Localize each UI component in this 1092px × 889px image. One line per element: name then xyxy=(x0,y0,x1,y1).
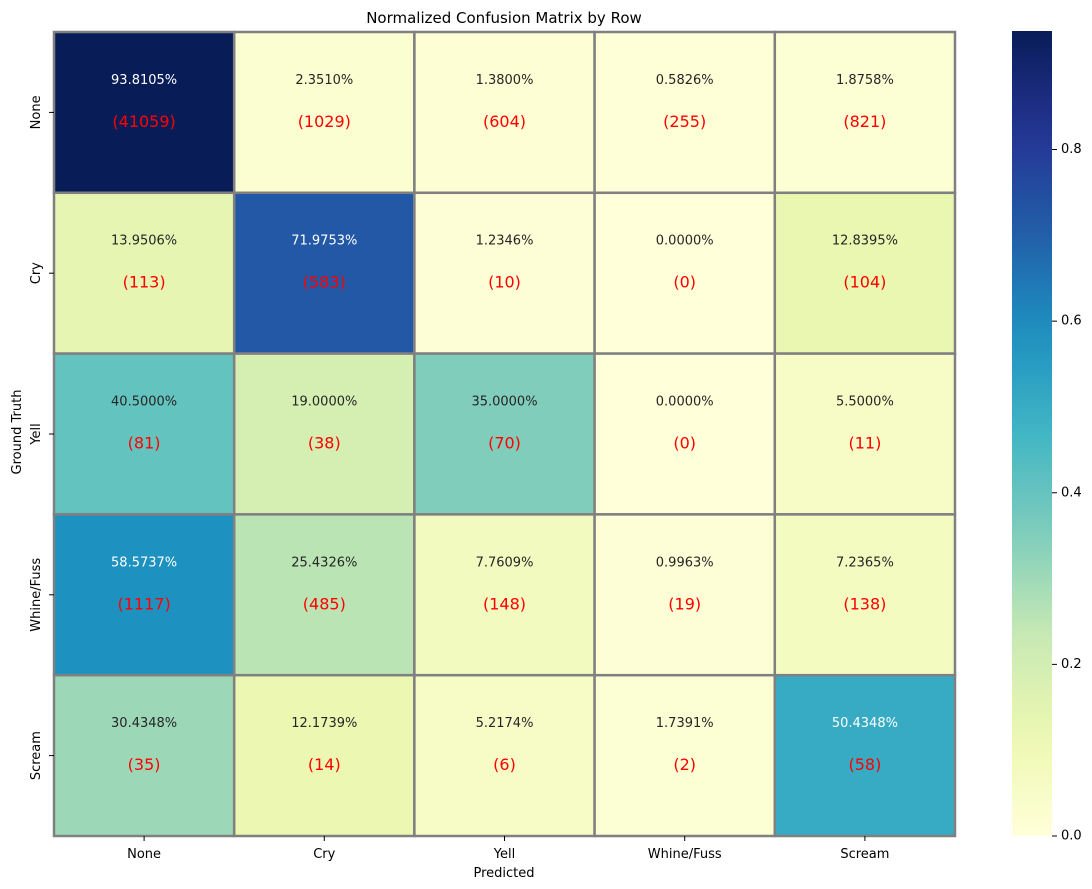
cell-count-label: (11) xyxy=(848,434,881,453)
cell-count-label: (821) xyxy=(843,112,886,131)
cell-percent-label: 58.5737% xyxy=(111,555,177,570)
cell-count-label: (138) xyxy=(843,594,886,613)
cell-percent-label: 0.9963% xyxy=(656,555,714,570)
cell-count-label: (0) xyxy=(673,434,696,453)
y-tick-label: Cry xyxy=(29,262,44,284)
cell-count-label: (35) xyxy=(128,755,161,774)
cell-percent-label: 5.5000% xyxy=(836,395,894,410)
heatmap-cell xyxy=(593,30,777,195)
cell-percent-label: 1.8758% xyxy=(836,73,894,88)
cell-count-label: (19) xyxy=(668,594,701,613)
heatmap-cell xyxy=(232,513,416,677)
colorbar-tick-label: 0.0 xyxy=(1061,829,1082,844)
cell-percent-label: 13.9506% xyxy=(111,234,177,249)
cell-count-label: (2) xyxy=(673,755,696,774)
cell-count-label: (81) xyxy=(128,434,161,453)
heatmap-cell xyxy=(593,513,777,677)
heatmap-cell xyxy=(773,673,957,838)
heatmap-cell xyxy=(232,30,416,195)
colorbar-tick-label: 0.8 xyxy=(1061,142,1082,157)
cell-count-label: (113) xyxy=(123,273,166,292)
cell-percent-label: 19.0000% xyxy=(291,395,357,410)
heatmap-cell xyxy=(413,30,596,195)
x-tick-label: Scream xyxy=(840,847,889,862)
y-tick-label: None xyxy=(29,95,44,129)
cell-percent-label: 0.0000% xyxy=(656,234,714,249)
cell-percent-label: 1.7391% xyxy=(656,716,714,731)
chart-title: Normalized Confusion Matrix by Row xyxy=(366,9,642,27)
heatmap-cell xyxy=(773,191,957,355)
cell-percent-label: 12.1739% xyxy=(291,716,357,731)
y-tick-label: Scream xyxy=(29,731,44,780)
heatmap-cell xyxy=(52,673,236,838)
heatmap-cell xyxy=(232,352,416,516)
x-tick-label: Cry xyxy=(313,847,335,862)
cell-count-label: (1117) xyxy=(117,594,170,613)
cell-percent-label: 1.3800% xyxy=(476,73,534,88)
x-tick-label: None xyxy=(127,847,161,862)
heatmap-cell xyxy=(413,513,596,677)
heatmap-cell xyxy=(232,673,416,838)
cell-count-label: (1029) xyxy=(298,112,351,131)
colorbar xyxy=(1012,31,1052,836)
cell-percent-label: 7.2365% xyxy=(836,555,894,570)
cell-count-label: (148) xyxy=(483,594,526,613)
cell-count-label: (255) xyxy=(663,112,706,131)
cell-count-label: (70) xyxy=(488,434,521,453)
cell-count-label: (6) xyxy=(493,755,516,774)
cell-count-label: (604) xyxy=(483,112,526,131)
x-tick-label: Yell xyxy=(493,847,515,862)
heatmap-cell xyxy=(52,191,236,355)
heatmap-cell xyxy=(773,352,957,516)
heatmap-cell xyxy=(52,30,236,195)
cell-percent-label: 5.2174% xyxy=(476,716,534,731)
cell-percent-label: 2.3510% xyxy=(295,73,353,88)
cell-count-label: (58) xyxy=(848,755,881,774)
cell-count-label: (41059) xyxy=(112,112,175,131)
heatmap-cell xyxy=(773,513,957,677)
cell-percent-label: 7.7609% xyxy=(476,555,534,570)
cell-percent-label: 40.5000% xyxy=(111,395,177,410)
cell-count-label: (485) xyxy=(303,594,346,613)
cell-percent-label: 12.8395% xyxy=(832,234,898,249)
cell-percent-label: 93.8105% xyxy=(111,73,177,88)
colorbar-tick-label: 0.4 xyxy=(1061,485,1082,500)
cell-percent-label: 0.5826% xyxy=(656,73,714,88)
colorbar-tick-label: 0.2 xyxy=(1061,657,1082,672)
cell-count-label: (10) xyxy=(488,273,521,292)
cell-count-label: (0) xyxy=(673,273,696,292)
cell-percent-label: 25.4326% xyxy=(291,555,357,570)
y-tick-label: Whine/Fuss xyxy=(29,558,44,632)
cell-percent-label: 30.4348% xyxy=(111,716,177,731)
heatmap-cell xyxy=(593,352,777,516)
colorbar-tick-label: 0.6 xyxy=(1061,314,1082,329)
cell-count-label: (104) xyxy=(843,273,886,292)
x-axis-label: Predicted xyxy=(473,866,534,881)
cell-count-label: (38) xyxy=(308,434,341,453)
cell-percent-label: 71.9753% xyxy=(291,234,357,249)
y-axis-label: Ground Truth xyxy=(10,390,25,475)
x-tick-label: Whine/Fuss xyxy=(648,847,722,862)
cell-percent-label: 35.0000% xyxy=(471,395,537,410)
heatmap-cell xyxy=(413,673,596,838)
cell-percent-label: 0.0000% xyxy=(656,395,714,410)
cell-count-label: (14) xyxy=(308,755,341,774)
cell-count-label: (583) xyxy=(303,273,346,292)
cell-percent-label: 1.2346% xyxy=(476,234,534,249)
cell-percent-label: 50.4348% xyxy=(832,716,898,731)
y-tick-label: Yell xyxy=(29,423,44,445)
heatmap-cell xyxy=(413,191,596,355)
